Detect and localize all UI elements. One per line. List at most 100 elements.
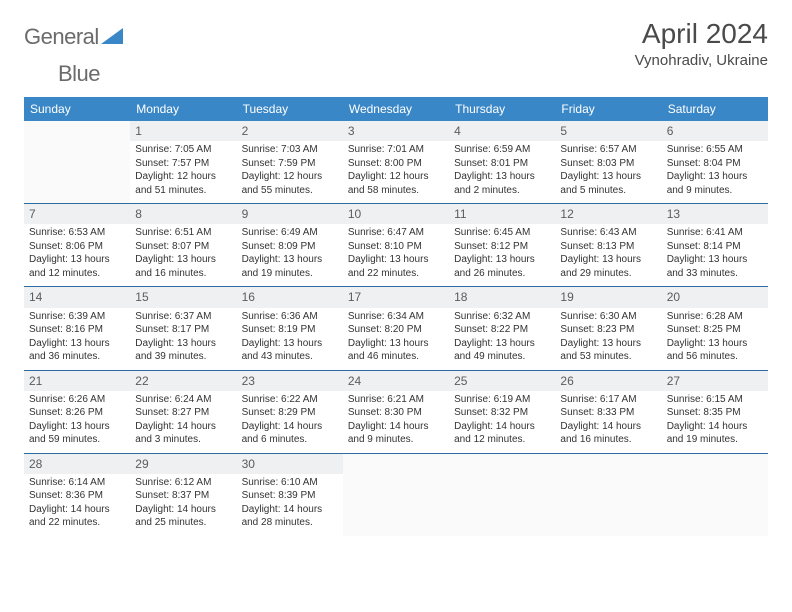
sunset-line: Sunset: 8:00 PM bbox=[348, 157, 444, 171]
sunset-line: Sunset: 8:27 PM bbox=[135, 406, 231, 420]
sunset-line: Sunset: 8:32 PM bbox=[454, 406, 550, 420]
sunrise-line: Sunrise: 6:43 AM bbox=[560, 226, 656, 240]
calendar-day-cell: 22Sunrise: 6:24 AMSunset: 8:27 PMDayligh… bbox=[130, 370, 236, 453]
day-header: Friday bbox=[555, 97, 661, 121]
sunrise-line: Sunrise: 6:57 AM bbox=[560, 143, 656, 157]
sunrise-line: Sunrise: 6:24 AM bbox=[135, 393, 231, 407]
sunrise-line: Sunrise: 6:17 AM bbox=[560, 393, 656, 407]
sunset-line: Sunset: 8:14 PM bbox=[667, 240, 763, 254]
daylight-line: Daylight: 13 hours and 53 minutes. bbox=[560, 337, 656, 364]
sunset-line: Sunset: 8:13 PM bbox=[560, 240, 656, 254]
sunset-line: Sunset: 8:22 PM bbox=[454, 323, 550, 337]
calendar-day-cell: 5Sunrise: 6:57 AMSunset: 8:03 PMDaylight… bbox=[555, 121, 661, 204]
calendar-day-cell: 16Sunrise: 6:36 AMSunset: 8:19 PMDayligh… bbox=[237, 287, 343, 370]
day-number: 26 bbox=[555, 371, 661, 391]
day-number: 21 bbox=[24, 371, 130, 391]
calendar-table: SundayMondayTuesdayWednesdayThursdayFrid… bbox=[24, 97, 768, 536]
sunset-line: Sunset: 8:07 PM bbox=[135, 240, 231, 254]
daylight-line: Daylight: 12 hours and 55 minutes. bbox=[242, 170, 338, 197]
day-number: 8 bbox=[130, 204, 236, 224]
calendar-day-cell: 25 Sunrise: 6:19 AMSunset: 8:32 PMDayligh… bbox=[449, 370, 555, 453]
daylight-line: Daylight: 12 hours and 58 minutes. bbox=[348, 170, 444, 197]
calendar-day-cell: 17Sunrise: 6:34 AMSunset: 8:20 PMDayligh… bbox=[343, 287, 449, 370]
calendar-day-cell: 10Sunrise: 6:47 AMSunset: 8:10 PMDayligh… bbox=[343, 204, 449, 287]
sunset-line: Sunset: 7:57 PM bbox=[135, 157, 231, 171]
calendar-week-row: 28Sunrise: 6:14 AMSunset: 8:36 PMDayligh… bbox=[24, 453, 768, 536]
day-number: 16 bbox=[237, 287, 343, 307]
sunset-line: Sunset: 8:33 PM bbox=[560, 406, 656, 420]
calendar-day-cell: 21Sunrise: 6:26 AMSunset: 8:26 PMDayligh… bbox=[24, 370, 130, 453]
day-number: 14 bbox=[24, 287, 130, 307]
calendar-day-cell: 11Sunrise: 6:45 AMSunset: 8:12 PMDayligh… bbox=[449, 204, 555, 287]
sunset-line: Sunset: 8:06 PM bbox=[29, 240, 125, 254]
sunrise-line: Sunrise: 6:32 AM bbox=[454, 310, 550, 324]
sunrise-line: Sunrise: 7:05 AM bbox=[135, 143, 231, 157]
sunset-line: Sunset: 8:16 PM bbox=[29, 323, 125, 337]
daylight-line: Daylight: 14 hours and 6 minutes. bbox=[242, 420, 338, 447]
calendar-week-row: 14Sunrise: 6:39 AMSunset: 8:16 PMDayligh… bbox=[24, 287, 768, 370]
sunrise-line: Sunrise: 6:30 AM bbox=[560, 310, 656, 324]
sunrise-line: Sunrise: 6:15 AM bbox=[667, 393, 763, 407]
sunrise-line: Sunrise: 6:22 AM bbox=[242, 393, 338, 407]
sunset-line: Sunset: 8:10 PM bbox=[348, 240, 444, 254]
sunrise-line: Sunrise: 6:14 AM bbox=[29, 476, 125, 490]
location: Vynohradiv, Ukraine bbox=[635, 52, 768, 69]
month-title: April 2024 bbox=[635, 18, 768, 50]
calendar-day-cell: 29Sunrise: 6:12 AMSunset: 8:37 PMDayligh… bbox=[130, 453, 236, 536]
sunrise-line: Sunrise: 6:53 AM bbox=[29, 226, 125, 240]
title-block: April 2024 Vynohradiv, Ukraine bbox=[635, 18, 768, 69]
daylight-line: Daylight: 13 hours and 36 minutes. bbox=[29, 337, 125, 364]
calendar-day-cell: 20Sunrise: 6:28 AMSunset: 8:25 PMDayligh… bbox=[662, 287, 768, 370]
calendar-day-cell: 28Sunrise: 6:14 AMSunset: 8:36 PMDayligh… bbox=[24, 453, 130, 536]
day-number: 10 bbox=[343, 204, 449, 224]
daylight-line: Daylight: 13 hours and 39 minutes. bbox=[135, 337, 231, 364]
logo-triangle-icon bbox=[101, 26, 123, 49]
calendar-day-cell: 23Sunrise: 6:22 AMSunset: 8:29 PMDayligh… bbox=[237, 370, 343, 453]
day-number: 28 bbox=[24, 454, 130, 474]
daylight-line: Daylight: 14 hours and 16 minutes. bbox=[560, 420, 656, 447]
sunrise-line: Sunrise: 6:34 AM bbox=[348, 310, 444, 324]
daylight-line: Daylight: 14 hours and 28 minutes. bbox=[242, 503, 338, 530]
daylight-line: Daylight: 14 hours and 19 minutes. bbox=[667, 420, 763, 447]
calendar-day-cell: 2Sunrise: 7:03 AMSunset: 7:59 PMDaylight… bbox=[237, 121, 343, 204]
day-number: 5 bbox=[555, 121, 661, 141]
day-number: 29 bbox=[130, 454, 236, 474]
calendar-day-cell: 30Sunrise: 6:10 AMSunset: 8:39 PMDayligh… bbox=[237, 453, 343, 536]
sunset-line: Sunset: 8:30 PM bbox=[348, 406, 444, 420]
sunrise-line: Sunrise: 6:37 AM bbox=[135, 310, 231, 324]
calendar-day-cell: 19Sunrise: 6:30 AMSunset: 8:23 PMDayligh… bbox=[555, 287, 661, 370]
daylight-line: Daylight: 14 hours and 12 minutes. bbox=[454, 420, 550, 447]
daylight-line: Daylight: 13 hours and 26 minutes. bbox=[454, 253, 550, 280]
sunset-line: Sunset: 8:37 PM bbox=[135, 489, 231, 503]
calendar-week-row: 1Sunrise: 7:05 AMSunset: 7:57 PMDaylight… bbox=[24, 121, 768, 204]
sunrise-line: Sunrise: 6:19 AM bbox=[454, 393, 550, 407]
day-number: 25 bbox=[449, 371, 555, 391]
daylight-line: Daylight: 13 hours and 43 minutes. bbox=[242, 337, 338, 364]
calendar-day-cell: 26 Sunrise: 6:17 AMSunset: 8:33 PMDayligh… bbox=[555, 370, 661, 453]
daylight-line: Daylight: 13 hours and 56 minutes. bbox=[667, 337, 763, 364]
sunset-line: Sunset: 8:03 PM bbox=[560, 157, 656, 171]
day-number: 13 bbox=[662, 204, 768, 224]
day-header: Tuesday bbox=[237, 97, 343, 121]
calendar-day-cell: 9Sunrise: 6:49 AMSunset: 8:09 PMDaylight… bbox=[237, 204, 343, 287]
day-number: 12 bbox=[555, 204, 661, 224]
day-header: Saturday bbox=[662, 97, 768, 121]
sunset-line: Sunset: 8:39 PM bbox=[242, 489, 338, 503]
sunset-line: Sunset: 8:04 PM bbox=[667, 157, 763, 171]
sunrise-line: Sunrise: 6:21 AM bbox=[348, 393, 444, 407]
daylight-line: Daylight: 12 hours and 51 minutes. bbox=[135, 170, 231, 197]
sunrise-line: Sunrise: 6:41 AM bbox=[667, 226, 763, 240]
daylight-line: Daylight: 14 hours and 3 minutes. bbox=[135, 420, 231, 447]
calendar-day-cell: 8Sunrise: 6:51 AMSunset: 8:07 PMDaylight… bbox=[130, 204, 236, 287]
day-number: 4 bbox=[449, 121, 555, 141]
day-number: 2 bbox=[237, 121, 343, 141]
day-number: 20 bbox=[662, 287, 768, 307]
sunset-line: Sunset: 8:26 PM bbox=[29, 406, 125, 420]
calendar-day-cell bbox=[24, 121, 130, 204]
day-number: 23 bbox=[237, 371, 343, 391]
day-number: 17 bbox=[343, 287, 449, 307]
calendar-day-cell bbox=[343, 453, 449, 536]
calendar-body: 1Sunrise: 7:05 AMSunset: 7:57 PMDaylight… bbox=[24, 121, 768, 536]
sunset-line: Sunset: 8:20 PM bbox=[348, 323, 444, 337]
sunset-line: Sunset: 8:23 PM bbox=[560, 323, 656, 337]
